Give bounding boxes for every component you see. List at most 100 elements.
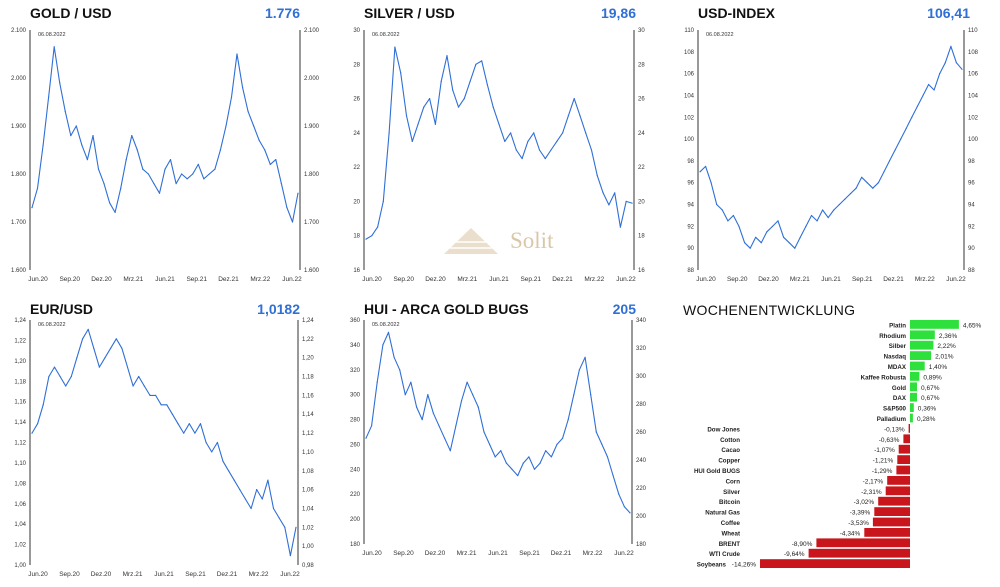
y-tick-label: 200: [350, 517, 361, 523]
data-point: [264, 149, 266, 151]
data-point: [794, 247, 796, 249]
data-point: [905, 127, 907, 129]
weekly-item-value: 2,01%: [935, 354, 954, 361]
data-point: [291, 221, 294, 223]
y-tick-label-right: 22: [638, 165, 645, 171]
data-point: [278, 517, 280, 519]
data-point: [382, 200, 384, 202]
data-point: [81, 144, 83, 146]
data-point: [365, 238, 367, 240]
x-tick-label: Jun.22: [614, 550, 634, 557]
data-point: [449, 450, 451, 452]
data-point: [602, 192, 604, 194]
data-point: [827, 217, 829, 219]
weekly-bar: [872, 517, 910, 527]
weekly-bar: [885, 486, 910, 496]
data-point: [955, 62, 958, 64]
data-point: [400, 72, 402, 74]
data-point: [766, 231, 768, 233]
data-point: [849, 193, 852, 195]
y-tick-label-right: 1,12: [302, 431, 314, 437]
data-point: [578, 369, 581, 371]
data-point: [527, 140, 529, 142]
weekly-bar: [898, 444, 910, 454]
weekly-item-value: 0,67%: [921, 385, 940, 392]
data-point: [70, 375, 72, 378]
chart-title: USD-INDEX: [698, 5, 776, 21]
y-tick-label-right: 1,24: [302, 318, 314, 324]
chart-title: GOLD / USD: [30, 5, 112, 21]
weekly-item-value: -1,29%: [872, 468, 893, 475]
data-point: [590, 394, 592, 396]
series-line: [31, 328, 297, 557]
chart-title: EUR/USD: [30, 301, 94, 317]
data-point: [866, 182, 868, 184]
data-point: [444, 437, 446, 439]
y-tick-label-right: 1,14: [302, 412, 314, 418]
weekly-item-name: Platin: [889, 322, 906, 329]
data-point: [528, 456, 530, 458]
weekly-item-name: BRENT: [719, 541, 741, 548]
x-tick-label: Mrz.21: [123, 276, 143, 283]
y-tick-label-right: 1,02: [302, 525, 314, 531]
data-point: [269, 163, 271, 165]
data-point: [297, 192, 299, 194]
data-point: [606, 456, 609, 458]
weekly-item-value: -2,31%: [861, 489, 882, 496]
y-tick-label-right: 30: [638, 28, 645, 34]
data-point: [31, 432, 33, 434]
y-tick-label-right: 1.900: [304, 124, 320, 130]
data-point: [699, 171, 701, 173]
data-point: [614, 192, 616, 194]
data-point: [727, 220, 729, 222]
y-tick-label: 98: [687, 159, 694, 165]
y-tick-label-right: 2.000: [304, 76, 320, 82]
data-point: [928, 83, 930, 86]
data-point: [432, 412, 434, 414]
data-point: [783, 236, 785, 238]
data-point: [596, 175, 598, 177]
y-tick-label-right: 1,04: [302, 506, 314, 512]
data-point: [275, 159, 277, 161]
weekly-bar: [910, 320, 959, 329]
y-tick-label-right: 98: [968, 159, 975, 165]
x-tick-label: Dez.21: [218, 276, 239, 283]
data-point: [177, 423, 179, 425]
pyramid-logo-icon: [444, 228, 498, 254]
data-point: [749, 247, 751, 249]
weekly-item-value: -3,02%: [854, 499, 875, 506]
x-tick-label: Jun.20: [362, 276, 382, 283]
data-point: [125, 159, 127, 161]
weekly-bar: [910, 403, 914, 412]
data-point: [961, 68, 963, 70]
data-point: [573, 394, 575, 396]
chart-current-value: 1.776: [264, 5, 300, 21]
x-tick-label: Mrz.21: [790, 276, 810, 283]
y-tick-label-right: 16: [638, 268, 645, 274]
data-point: [192, 173, 194, 175]
x-tick-label: Jun.22: [280, 571, 300, 578]
data-point: [214, 168, 216, 170]
data-point: [42, 144, 44, 146]
x-tick-label: Sep.21: [520, 276, 541, 283]
data-point: [236, 53, 238, 55]
x-tick-label: Dez.20: [425, 550, 446, 557]
y-tick-label-right: 280: [636, 402, 647, 408]
weekly-item-value: -14,26%: [732, 562, 756, 569]
data-point: [799, 236, 801, 238]
data-point: [511, 468, 513, 470]
data-point: [411, 140, 413, 142]
data-point: [939, 73, 941, 75]
chart-title: HUI - ARCA GOLD BUGS: [364, 301, 529, 317]
data-point: [258, 139, 260, 141]
data-point: [844, 198, 846, 200]
data-point: [466, 381, 468, 383]
y-tick-label: 240: [350, 467, 361, 473]
y-tick-label: 88: [687, 268, 694, 274]
x-tick-label: Sep.20: [393, 276, 414, 283]
data-point: [126, 366, 129, 368]
weekly-bar-chart: Platin 4,65% Rhodium 2,36% Silber 2,22% Nasdaq…: [694, 320, 982, 569]
y-tick-label: 1,22: [14, 338, 26, 344]
data-point: [267, 479, 269, 481]
y-tick-label: 2.000: [11, 76, 27, 82]
